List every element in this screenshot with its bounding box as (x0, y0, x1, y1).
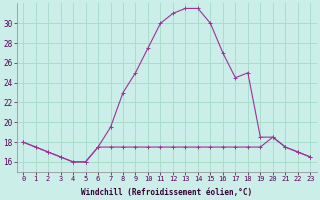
X-axis label: Windchill (Refroidissement éolien,°C): Windchill (Refroidissement éolien,°C) (81, 188, 252, 197)
